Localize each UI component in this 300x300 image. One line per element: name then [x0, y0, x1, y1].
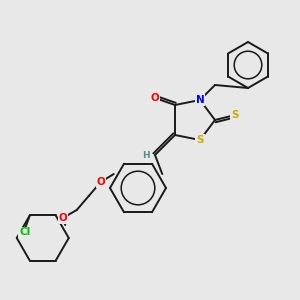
Text: S: S	[231, 110, 239, 120]
Text: O: O	[151, 93, 159, 103]
Text: O: O	[58, 213, 67, 223]
Text: H: H	[142, 151, 150, 160]
Text: Cl: Cl	[19, 227, 30, 238]
Text: S: S	[196, 135, 204, 145]
Text: N: N	[196, 95, 204, 105]
Text: O: O	[96, 177, 105, 187]
